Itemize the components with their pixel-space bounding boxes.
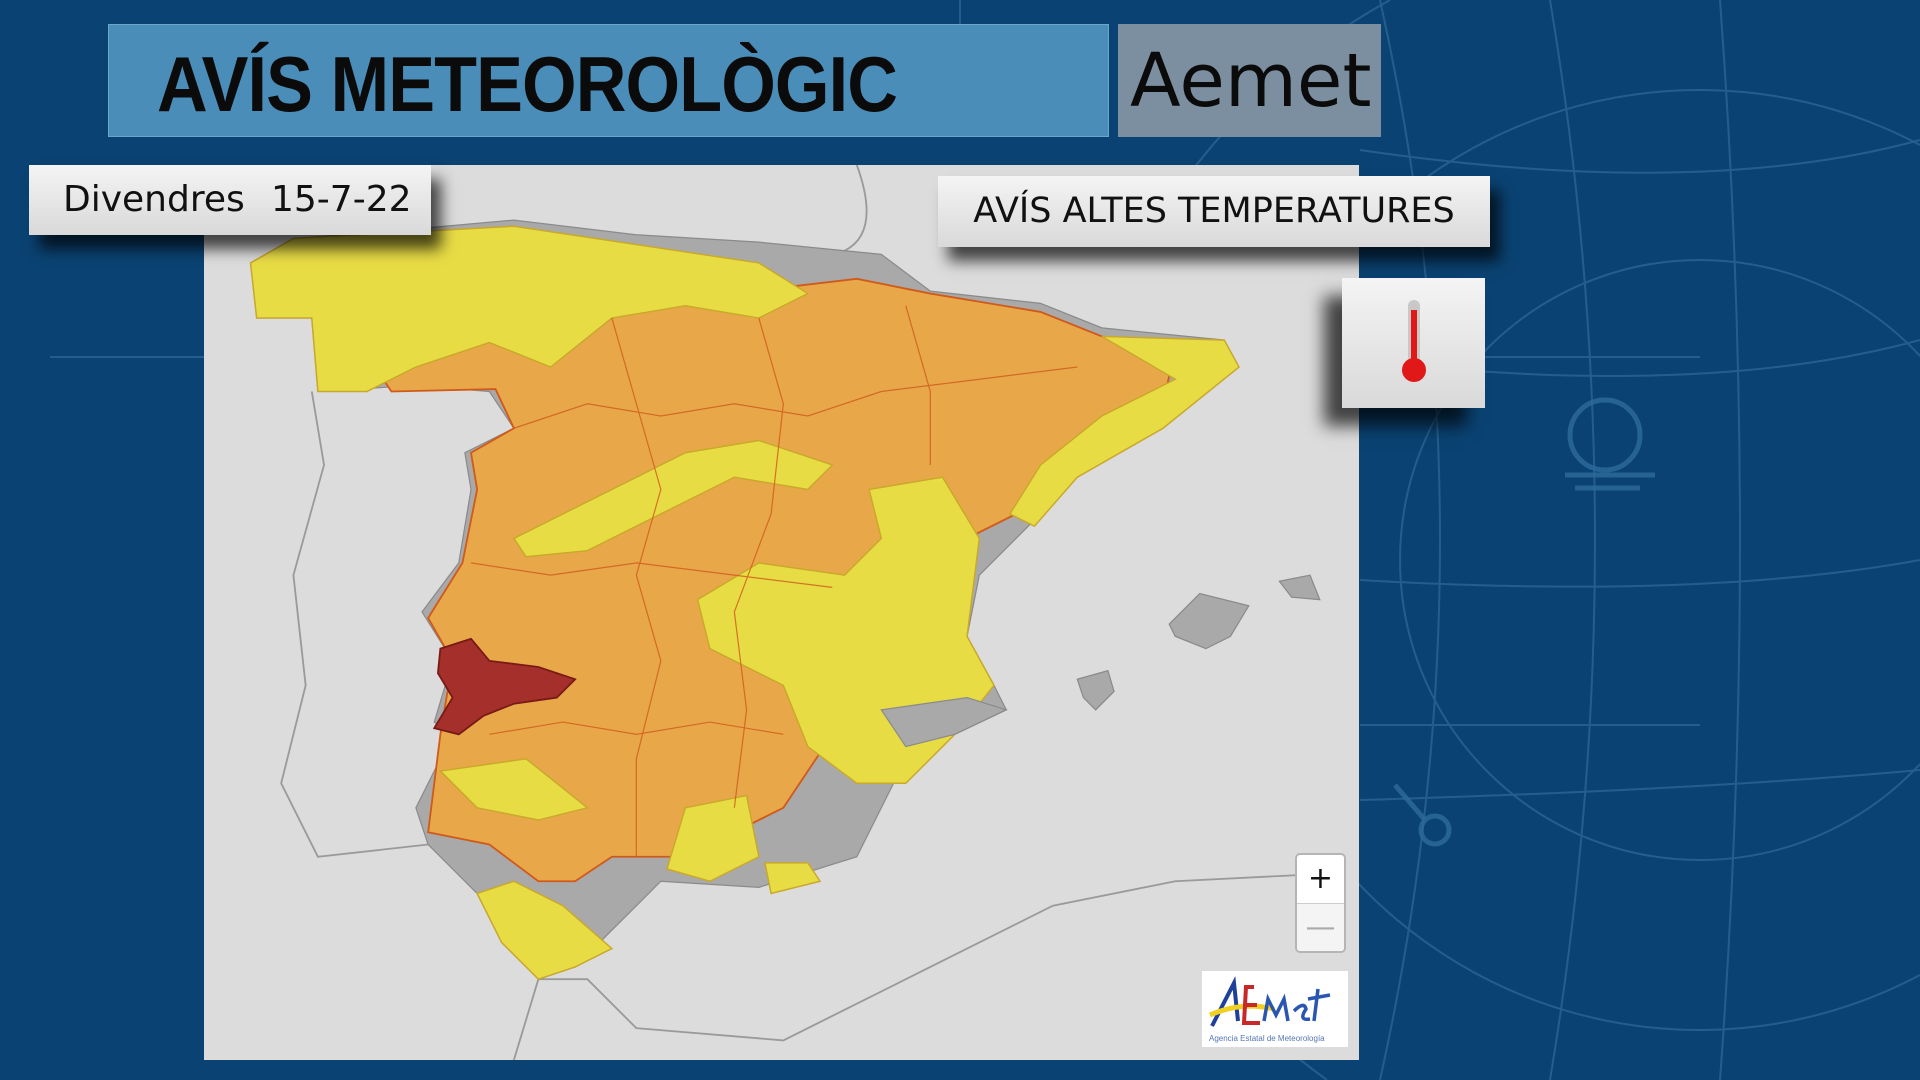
date-value: 15-7-22 xyxy=(271,179,412,220)
africa-coast xyxy=(512,874,1298,1060)
region-murcia xyxy=(880,696,1008,748)
map-zoom-control: + — xyxy=(1295,853,1346,953)
weather-icon-watermark xyxy=(1393,397,1655,847)
brand-box: Aemet xyxy=(1118,24,1381,137)
thermometer-icon xyxy=(1402,300,1426,382)
logo-subtitle: Agencia Estatal de Meteorología xyxy=(1209,1034,1325,1043)
island-ibiza xyxy=(1076,669,1115,711)
region-yellow-almeria xyxy=(764,862,822,895)
warning-type-label: AVÍS ALTES TEMPERATURES xyxy=(938,176,1490,247)
portugal-border xyxy=(280,391,429,858)
region-yellow-center xyxy=(512,439,834,558)
island-mallorca xyxy=(1168,592,1250,650)
region-yellow-north xyxy=(249,225,810,393)
warning-icon-box xyxy=(1342,278,1485,408)
region-yellow-granada xyxy=(666,794,760,883)
date-day: Divendres xyxy=(63,179,245,220)
aemet-logo: Agencia Estatal de Meteorología xyxy=(1202,971,1348,1047)
zoom-in-button[interactable]: + xyxy=(1297,855,1344,904)
france-border xyxy=(844,165,868,252)
region-yellow-catalonia xyxy=(1008,335,1240,528)
region-red-badajoz xyxy=(432,637,577,736)
island-menorca xyxy=(1278,574,1321,601)
title-bar: AVÍS METEOROLÒGIC xyxy=(108,24,1109,137)
region-yellow-south xyxy=(438,758,589,821)
zoom-out-button[interactable]: — xyxy=(1297,904,1344,951)
region-yellow-cadiz xyxy=(476,880,614,981)
date-label: Divendres 15-7-22 xyxy=(29,165,431,235)
warning-map[interactable]: + — Agencia Estatal de Meteorología xyxy=(204,165,1359,1060)
brand-label: Aemet xyxy=(1130,38,1372,124)
spain-map xyxy=(249,165,1321,1060)
page-title: AVÍS METEOROLÒGIC xyxy=(157,40,898,128)
